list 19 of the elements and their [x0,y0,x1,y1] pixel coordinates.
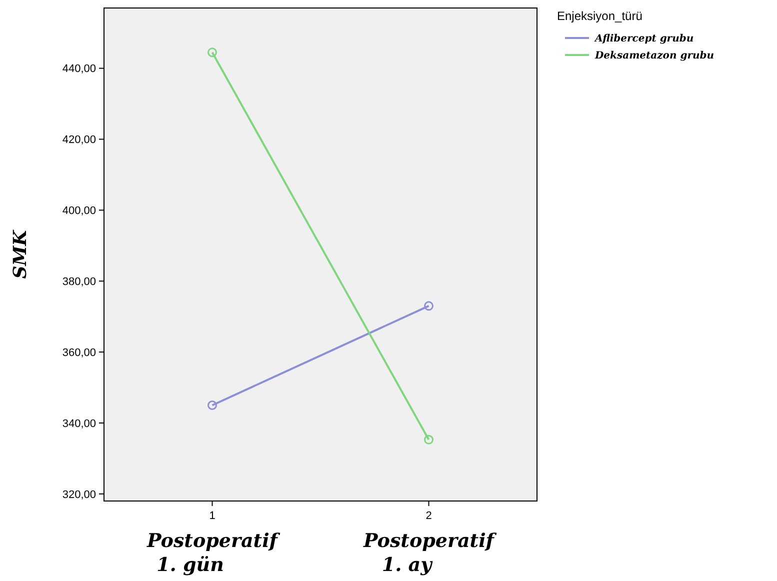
y-tick-label: 420,00 [62,134,96,146]
y-tick-label: 380,00 [62,276,96,288]
text: Postoperatif 1. gün [146,530,280,576]
legend-label: Aflibercept grubu [594,34,694,44]
y-tick-label: 320,00 [62,488,96,501]
point [424,434,434,444]
y-tick-label: 400,00 [62,205,96,218]
text: Postoperatif 1. ay [362,530,497,576]
x-tick-label: 2 [426,510,432,522]
y-axis-title: SMK [10,228,31,279]
point [208,400,217,410]
point [208,48,217,58]
y-tick-label: 340,00 [62,418,96,430]
y-tick-label: 440,00 [62,63,96,76]
legend-label: Deksametazon grubu [594,50,714,62]
y-tick-label: 360,00 [62,346,96,359]
x-tick-label: 1 [209,510,216,522]
point [424,301,434,311]
legend-title: Enjeksiyon_türü [557,9,642,23]
